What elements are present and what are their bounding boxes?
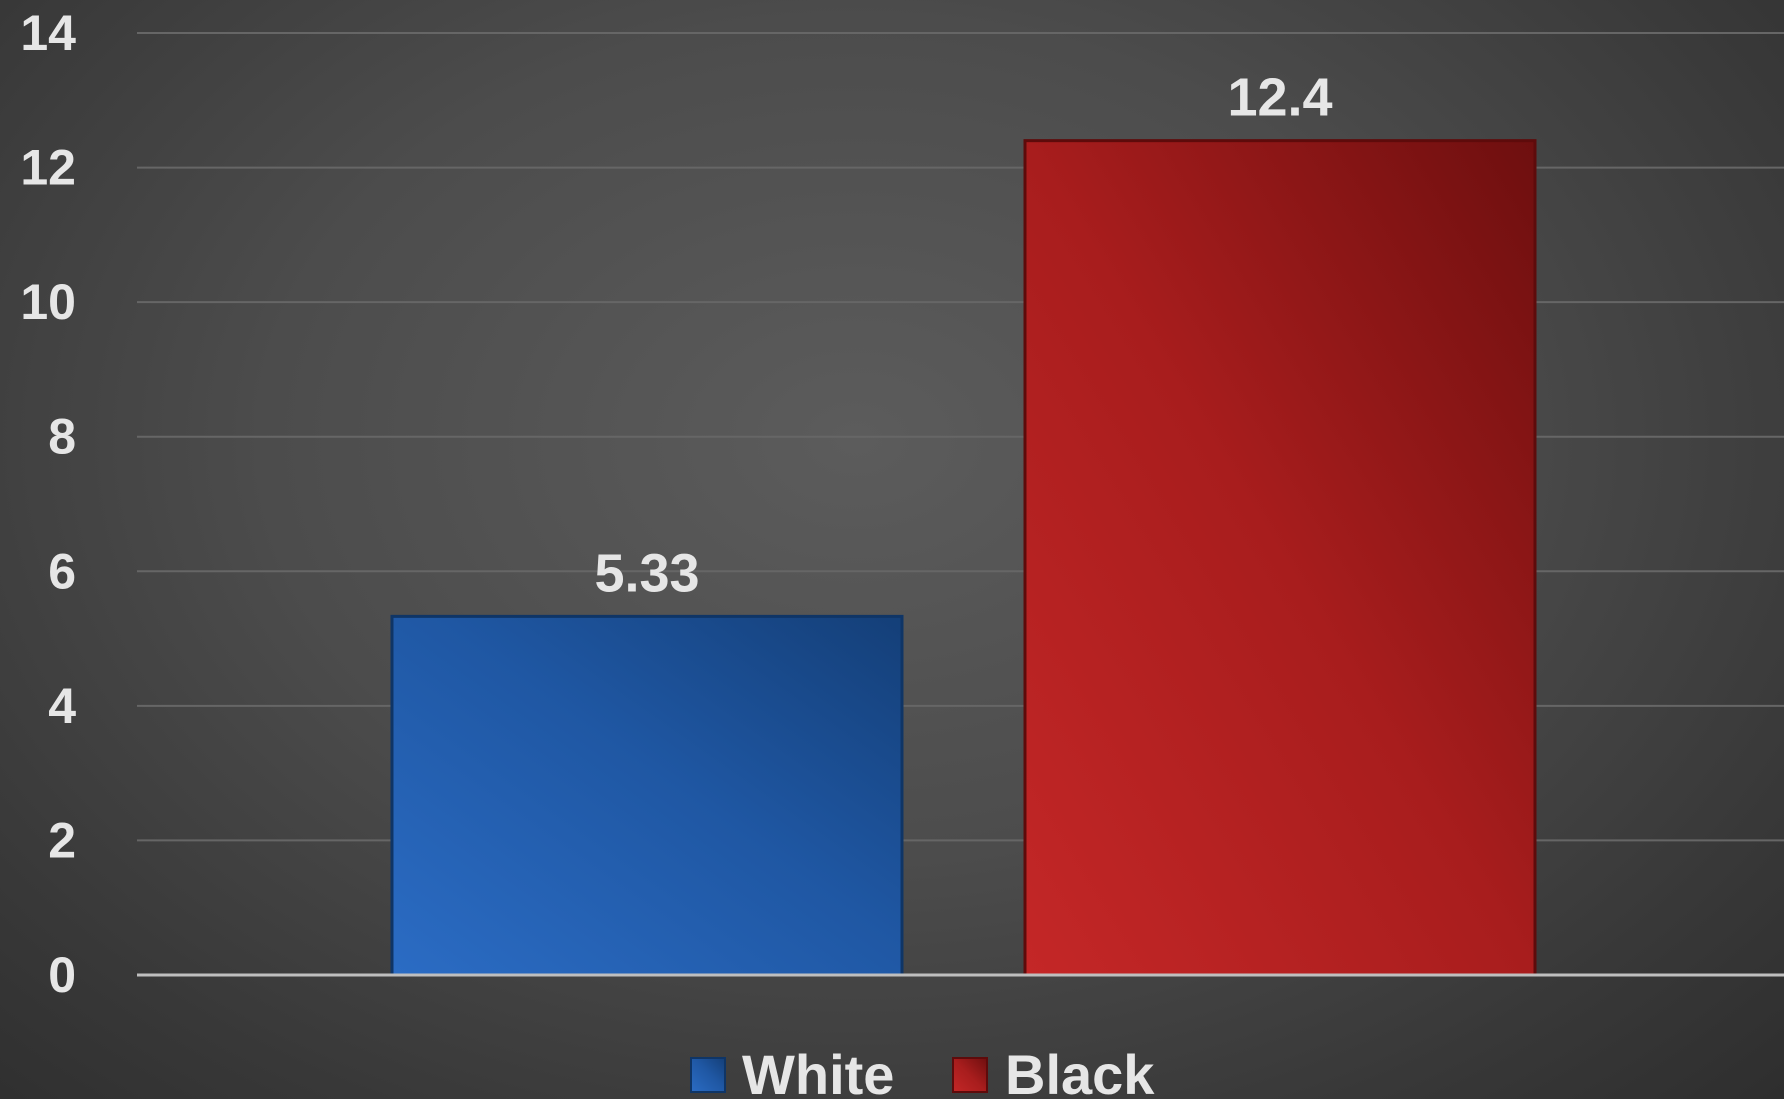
legend: White Black (690, 1043, 1155, 1099)
bar-white (390, 614, 904, 977)
gridlines (137, 32, 1784, 842)
y-tick-label: 14 (20, 5, 76, 61)
y-tick-label: 0 (48, 947, 76, 1003)
y-tick-label: 8 (48, 409, 76, 465)
data-label: 5.33 (594, 543, 699, 603)
y-tick-label: 6 (48, 543, 76, 599)
legend-label-black: Black (1005, 1043, 1155, 1099)
legend-label-white: White (742, 1043, 894, 1099)
legend-swatch-white (690, 1057, 726, 1093)
y-tick-label: 10 (20, 274, 76, 330)
bars (390, 139, 1537, 977)
data-label: 12.4 (1227, 68, 1332, 128)
bar-black (1023, 139, 1537, 977)
data-labels: 5.33 12.4 (594, 68, 1332, 604)
y-tick-label: 4 (48, 678, 76, 734)
y-tick-label: 12 (20, 140, 76, 196)
y-tick-label: 2 (48, 812, 76, 868)
y-axis-ticks: 0 2 4 6 8 10 12 14 (20, 5, 76, 1003)
legend-swatch-black (952, 1057, 988, 1093)
